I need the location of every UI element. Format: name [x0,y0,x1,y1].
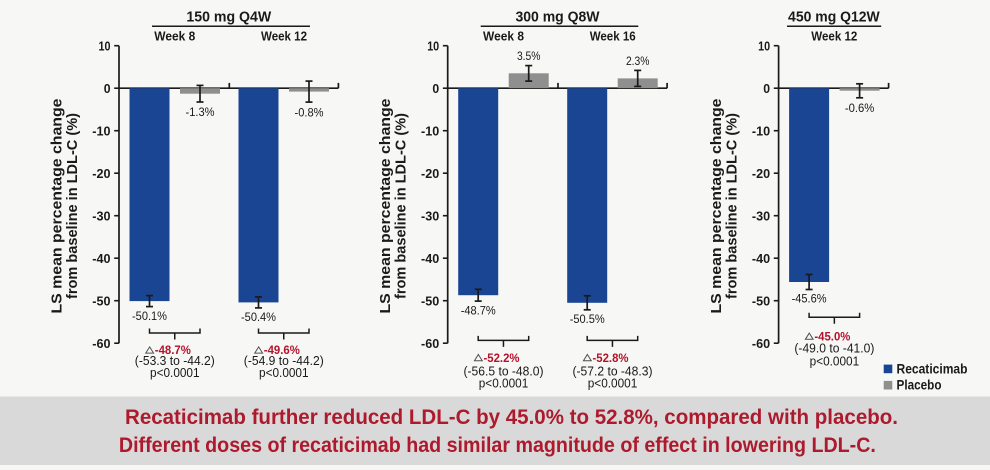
svg-text:(-49.0 to -41.0): (-49.0 to -41.0) [794,341,874,355]
svg-text:p<0.0001: p<0.0001 [810,354,860,368]
svg-text:from baseline in LDL-C (%): from baseline in LDL-C (%) [393,113,410,299]
svg-text:(-54.9 to -44.2): (-54.9 to -44.2) [244,354,324,368]
svg-text:-20: -20 [752,166,770,181]
svg-text:-48.7%: -48.7% [155,343,191,357]
svg-text:-50: -50 [752,294,770,309]
svg-text:3.5%: 3.5% [517,49,541,63]
svg-text:-50.1%: -50.1% [132,309,167,323]
svg-text:-50: -50 [421,294,439,309]
svg-text:-40: -40 [92,251,110,266]
svg-text:Week 8: Week 8 [154,29,195,44]
svg-text:-60: -60 [421,336,439,351]
svg-text:10: 10 [427,39,439,54]
svg-text:Different doses of recaticimab: Different doses of recaticimab had simil… [119,433,876,457]
svg-text:10: 10 [99,39,111,54]
svg-text:Week 12: Week 12 [811,29,857,44]
svg-text:Week 12: Week 12 [261,29,307,44]
svg-text:-10: -10 [421,124,439,139]
svg-text:-60: -60 [92,336,110,351]
svg-text:-40: -40 [752,251,770,266]
svg-text:10: 10 [758,39,770,54]
svg-text:(-57.2 to -48.3): (-57.2 to -48.3) [573,364,653,378]
svg-text:-0.8%: -0.8% [295,105,324,119]
svg-text:450 mg Q12W: 450 mg Q12W [788,9,880,25]
svg-text:-40: -40 [421,251,439,266]
svg-text:(-56.5 to -48.0): (-56.5 to -48.0) [464,364,544,378]
svg-text:p<0.0001: p<0.0001 [588,377,638,391]
svg-text:-30: -30 [92,209,110,224]
svg-text:LS mean percentage change: LS mean percentage change [377,99,394,314]
svg-text:p<0.0001: p<0.0001 [150,366,200,380]
svg-text:0: 0 [432,81,439,96]
svg-text:Week 8: Week 8 [483,29,524,44]
svg-text:Week 16: Week 16 [590,29,636,44]
svg-text:-10: -10 [752,124,770,139]
svg-text:p<0.0001: p<0.0001 [259,366,309,380]
svg-text:-50.5%: -50.5% [570,312,605,326]
svg-text:Placebo: Placebo [897,377,942,393]
svg-text:-20: -20 [421,166,439,181]
svg-text:150 mg Q4W: 150 mg Q4W [186,9,271,25]
svg-text:(-53.3 to -44.2): (-53.3 to -44.2) [135,354,215,368]
svg-text:-49.6%: -49.6% [264,343,300,357]
svg-text:-52.8%: -52.8% [593,351,629,365]
svg-text:-48.7%: -48.7% [461,303,496,317]
svg-text:2.3%: 2.3% [626,54,650,68]
svg-text:0: 0 [104,81,111,96]
svg-text:-20: -20 [92,166,110,181]
svg-text:-30: -30 [752,209,770,224]
svg-text:from baseline in LDL-C (%): from baseline in LDL-C (%) [64,113,81,299]
svg-text:LS mean percentage change: LS mean percentage change [49,99,66,314]
svg-text:-0.6%: -0.6% [845,101,875,115]
svg-text:-1.3%: -1.3% [186,105,215,119]
svg-text:-60: -60 [752,336,770,351]
svg-text:-52.2%: -52.2% [484,351,520,365]
svg-text:-50.4%: -50.4% [241,310,276,324]
svg-text:300 mg Q8W: 300 mg Q8W [515,9,599,25]
svg-text:-10: -10 [92,124,110,139]
svg-text:-30: -30 [421,209,439,224]
svg-text:Recaticimab: Recaticimab [897,360,968,376]
svg-text:-45.0%: -45.0% [814,329,850,343]
svg-text:Recaticimab further reduced LD: Recaticimab further reduced LDL-C by 45.… [125,405,898,429]
svg-text:p<0.0001: p<0.0001 [479,377,529,391]
svg-text:0: 0 [763,81,770,96]
svg-text:LS mean percentage change: LS mean percentage change [708,99,725,314]
svg-text:-50: -50 [92,294,110,309]
svg-text:-45.6%: -45.6% [792,292,827,306]
svg-text:from baseline in LDL-C (%): from baseline in LDL-C (%) [724,113,741,299]
